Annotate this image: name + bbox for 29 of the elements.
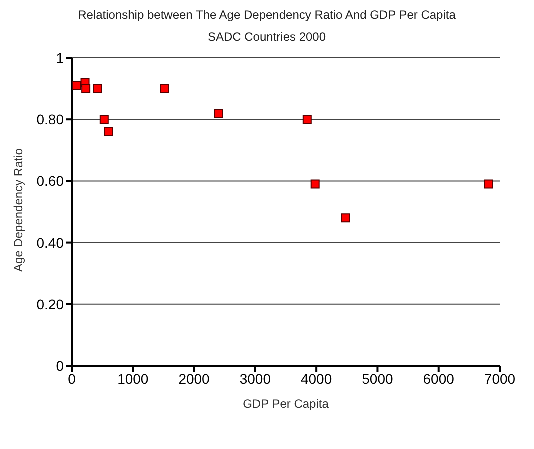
point xyxy=(160,84,170,94)
point xyxy=(310,180,320,189)
point xyxy=(484,180,494,189)
x-tick-label: 7000 xyxy=(484,370,516,387)
x-tick-label: 6000 xyxy=(423,370,455,387)
point xyxy=(100,115,109,124)
chart-title: Relationship between The Age Dependency Ratio And GDP Per Capita xyxy=(77,8,457,22)
y-tick-label: 0.40 xyxy=(36,234,64,251)
y-tick-label: 0 xyxy=(56,358,64,374)
point xyxy=(341,214,350,223)
point xyxy=(93,84,102,94)
x-tick-label: 3000 xyxy=(240,370,272,387)
point xyxy=(104,127,114,136)
point xyxy=(214,108,224,118)
y-axis-title: Age Dependency Ratio xyxy=(11,148,26,272)
x-tick-label: 2000 xyxy=(178,370,210,387)
x-axis-title: GDP Per Capita xyxy=(243,397,330,411)
y-tick-label: 0.60 xyxy=(36,173,64,190)
x-tick-label: 0 xyxy=(68,370,76,387)
x-tick-label: 1000 xyxy=(118,370,149,387)
point xyxy=(82,84,91,94)
chart-subtitle: SADC Countries 2000 xyxy=(206,30,328,44)
y-tick-label: 0.80 xyxy=(36,112,64,128)
x-tick-label: 5000 xyxy=(362,370,394,387)
y-tick-label: 1 xyxy=(56,50,64,66)
point xyxy=(302,115,312,124)
y-tick-label: 0.20 xyxy=(36,296,64,312)
x-tick-label: 4000 xyxy=(300,370,332,387)
point xyxy=(72,81,82,90)
